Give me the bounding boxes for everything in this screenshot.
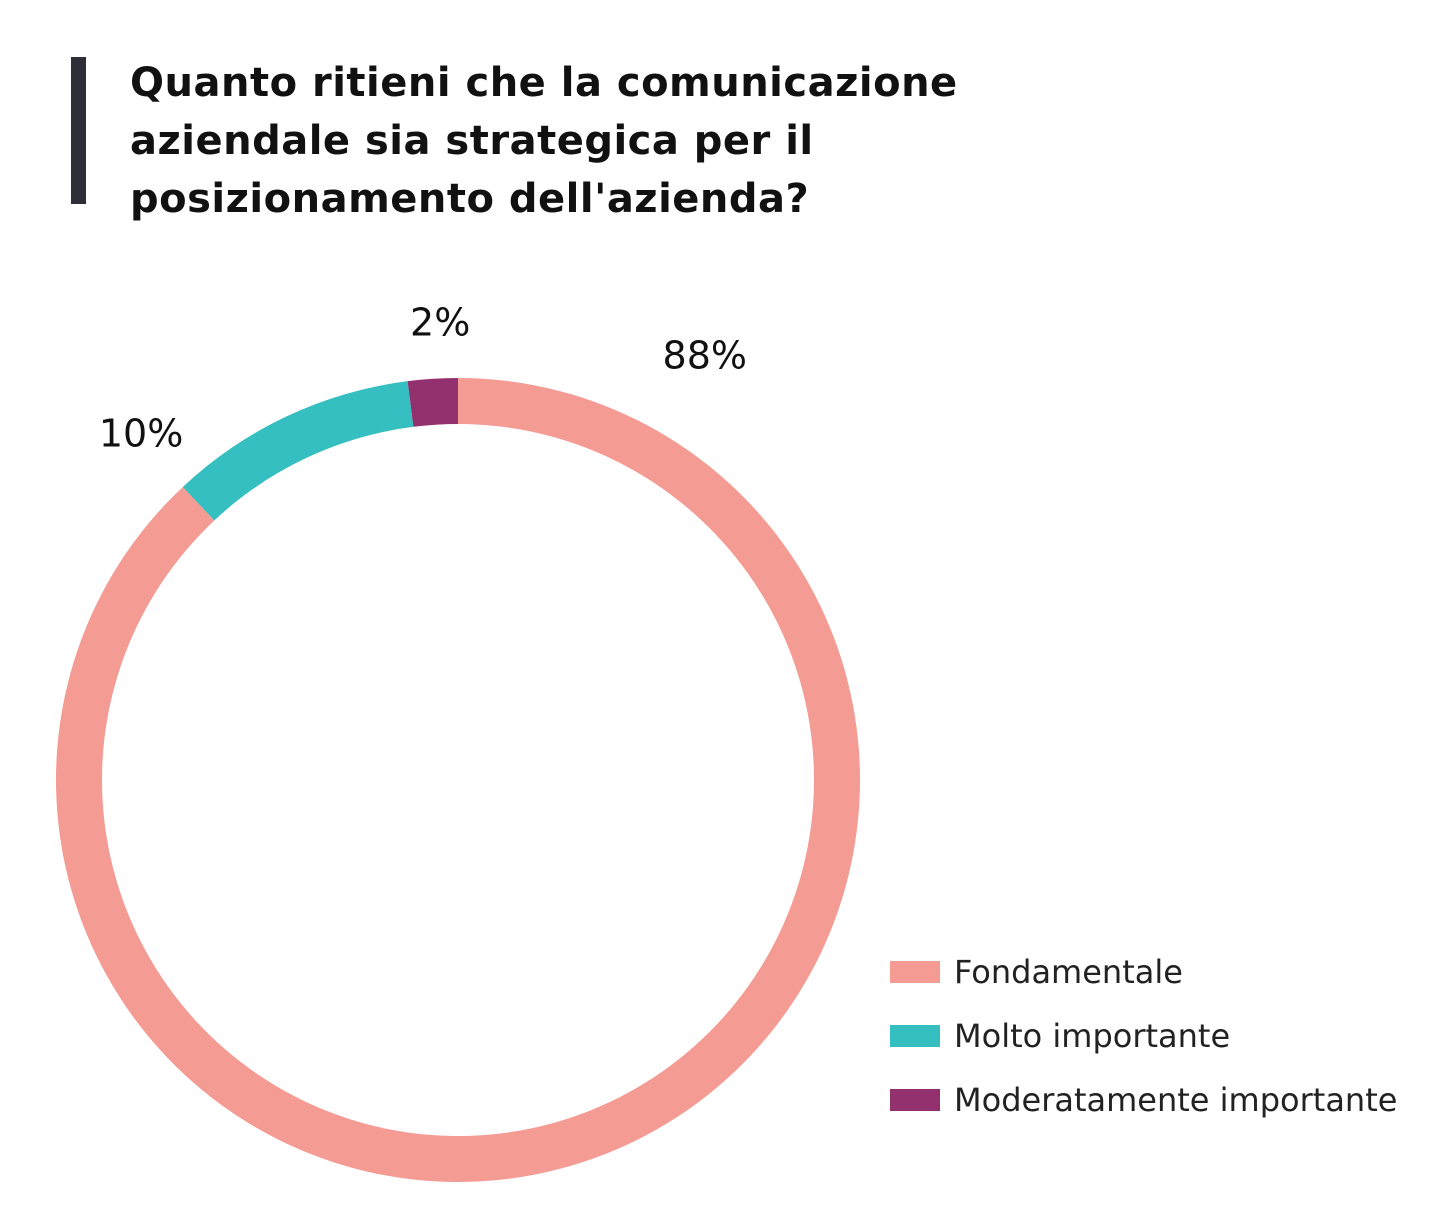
title-accent-bar: [71, 57, 86, 204]
legend-label-moderatamente-importante: Moderatamente importante: [954, 1081, 1398, 1119]
legend-label-fondamentale: Fondamentale: [954, 953, 1183, 991]
legend-swatch-molto-importante: [890, 1025, 940, 1047]
data-label-moderatamente-importante: 2%: [410, 300, 470, 344]
legend-label-molto-importante: Molto importante: [954, 1017, 1231, 1055]
legend-swatch-moderatamente-importante: [890, 1089, 940, 1111]
legend-item-moderatamente-importante: Moderatamente importante: [890, 1068, 1397, 1132]
legend-swatch-fondamentale: [890, 961, 940, 983]
data-label-fondamentale: 88%: [663, 333, 747, 377]
slice-molto-importante: [182, 381, 414, 521]
legend: Fondamentale Molto importante Moderatame…: [890, 940, 1397, 1132]
chart-title: Quanto ritieni che la comunicazione azie…: [130, 54, 1030, 228]
title-line-2: aziendale sia strategica per il: [130, 118, 814, 164]
title-line-3: posizionamento dell'azienda?: [130, 176, 810, 222]
slice-fondamentale: [55, 378, 860, 1183]
legend-item-molto-importante: Molto importante: [890, 1004, 1397, 1068]
data-label-molto-importante: 10%: [99, 412, 183, 456]
legend-item-fondamentale: Fondamentale: [890, 940, 1397, 1004]
slice-moderatamente-importante: [407, 378, 458, 427]
title-line-1: Quanto ritieni che la comunicazione: [130, 60, 958, 106]
